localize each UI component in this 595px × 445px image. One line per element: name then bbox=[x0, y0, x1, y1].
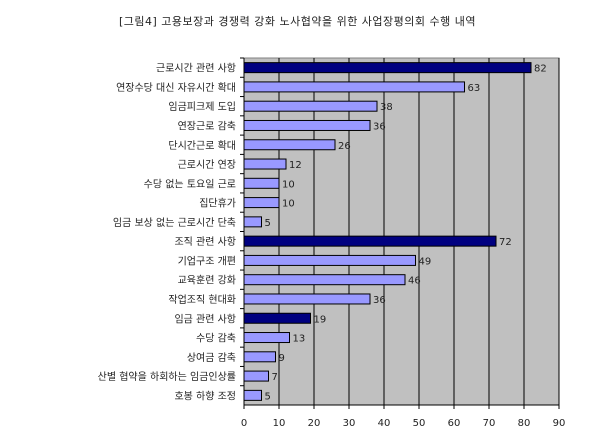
category-label: 연장근로 감축 bbox=[178, 120, 236, 132]
bar bbox=[243, 332, 290, 344]
category-label: 수당 감축 bbox=[196, 333, 236, 345]
bar bbox=[243, 177, 280, 189]
x-tick-label: 90 bbox=[553, 418, 566, 429]
data-label: 10 bbox=[282, 199, 295, 210]
data-label: 7 bbox=[272, 372, 278, 383]
category-label: 교육훈련 강화 bbox=[178, 274, 236, 287]
bar bbox=[243, 119, 371, 131]
x-tick-label: 50 bbox=[413, 418, 426, 429]
data-label: 38 bbox=[380, 102, 393, 113]
category-label: 작업조직 현대화 bbox=[168, 293, 236, 306]
x-tick-label: 10 bbox=[273, 418, 286, 429]
bar bbox=[243, 254, 416, 266]
category-label: 상여금 감축 bbox=[187, 352, 236, 364]
data-label: 49 bbox=[419, 256, 432, 267]
data-label: 26 bbox=[338, 141, 351, 152]
bar bbox=[243, 351, 276, 363]
category-label: 임금 관련 사항 bbox=[174, 312, 236, 325]
category-label: 임금 보상 없는 근로시간 단축 bbox=[113, 216, 236, 229]
data-label: 36 bbox=[373, 295, 386, 306]
data-label: 19 bbox=[314, 314, 327, 325]
bar bbox=[243, 197, 280, 209]
data-label: 5 bbox=[265, 391, 271, 402]
x-tick-label: 70 bbox=[483, 418, 496, 429]
category-label: 수당 없는 토요일 근로 bbox=[144, 177, 236, 190]
bar bbox=[243, 100, 378, 112]
x-tick-label: 20 bbox=[308, 418, 321, 429]
data-label: 10 bbox=[282, 179, 295, 190]
category-label: 연장수당 대신 자유시간 확대 bbox=[116, 82, 236, 94]
data-label: 12 bbox=[289, 160, 302, 171]
data-label: 72 bbox=[499, 237, 512, 248]
bar bbox=[243, 389, 262, 401]
bar bbox=[243, 216, 262, 228]
bar bbox=[243, 274, 406, 286]
data-label: 36 bbox=[373, 121, 386, 132]
bar bbox=[243, 370, 269, 382]
chart-title: [그림4] 고용보장과 경쟁력 강화 노사협약을 위한 사업장평의회 수행 내역 bbox=[118, 15, 477, 28]
x-tick-label: 30 bbox=[343, 418, 356, 429]
data-label: 5 bbox=[265, 218, 271, 229]
x-tick-label: 40 bbox=[378, 418, 391, 429]
category-label: 근로시간 연장 bbox=[178, 159, 236, 171]
data-label: 13 bbox=[293, 334, 306, 345]
data-label: 46 bbox=[408, 276, 421, 287]
data-label: 63 bbox=[468, 83, 481, 94]
category-label: 기업구조 개편 bbox=[178, 254, 236, 267]
bar bbox=[243, 139, 336, 151]
x-tick-label: 60 bbox=[448, 418, 461, 429]
category-label: 호봉 하향 조정 bbox=[174, 389, 236, 402]
x-tick-label: 80 bbox=[518, 418, 531, 429]
group-header-bar bbox=[243, 312, 311, 324]
bar bbox=[243, 293, 371, 305]
category-label: 조직 관련 사항 bbox=[174, 236, 236, 248]
bar bbox=[243, 81, 465, 93]
category-label: 단시간근로 확대 bbox=[168, 140, 236, 152]
category-label: 집단휴가 bbox=[199, 198, 236, 210]
category-label: 산별 협약을 하회하는 임금인상률 bbox=[98, 370, 236, 383]
group-header-bar bbox=[243, 235, 497, 247]
bar bbox=[243, 158, 287, 170]
category-label: 근로시간 관련 사항 bbox=[156, 63, 236, 75]
data-label: 9 bbox=[279, 353, 285, 364]
group-header-bar bbox=[243, 62, 532, 74]
x-tick-label: 0 bbox=[241, 418, 247, 429]
data-label: 82 bbox=[534, 64, 547, 75]
category-label: 임금피크제 도입 bbox=[168, 100, 236, 113]
